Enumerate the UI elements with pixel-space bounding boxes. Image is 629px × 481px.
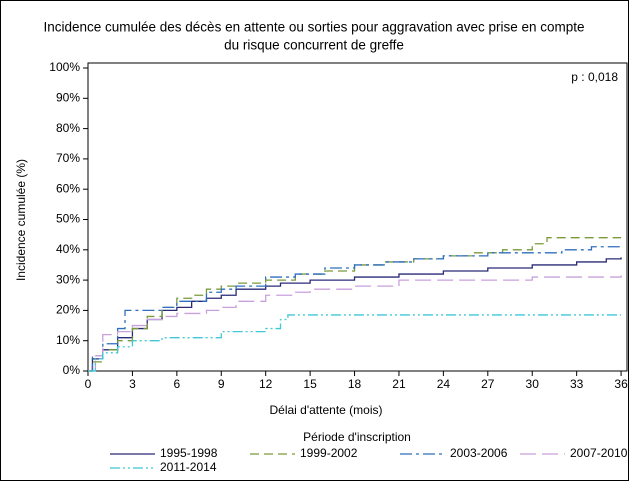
x-tick-label: 18 xyxy=(348,377,362,391)
legend-label: 2003-2006 xyxy=(450,446,508,460)
y-tick-label: 40% xyxy=(56,242,80,256)
legend-label: 2011-2014 xyxy=(160,460,217,474)
x-tick-label: 30 xyxy=(526,377,540,391)
series-line xyxy=(88,257,622,372)
y-tick-label: 50% xyxy=(56,212,80,226)
x-tick-label: 24 xyxy=(437,377,451,391)
y-tick-label: 90% xyxy=(56,90,80,104)
y-axis-label: Incidence cumulée (%) xyxy=(14,159,28,281)
chart-title: Incidence cumulée des décès en attente o… xyxy=(43,20,584,35)
legend-label: 1995-1998 xyxy=(160,446,218,460)
x-tick-label: 9 xyxy=(218,377,225,391)
series-line xyxy=(88,246,622,372)
x-tick-label: 33 xyxy=(570,377,584,391)
x-tick-label: 27 xyxy=(481,377,495,391)
y-tick-label: 30% xyxy=(56,272,80,286)
y-tick-label: 60% xyxy=(56,181,80,195)
x-tick-label: 3 xyxy=(129,377,136,391)
legend-title: Période d'inscription xyxy=(303,430,411,444)
y-tick-label: 10% xyxy=(56,333,80,347)
series-line xyxy=(88,314,622,372)
y-tick-label: 70% xyxy=(56,151,80,165)
legend-label: 2007-2010 xyxy=(570,446,628,460)
y-tick-label: 100% xyxy=(49,60,80,74)
x-tick-label: 12 xyxy=(259,377,273,391)
y-tick-label: 20% xyxy=(56,303,80,317)
plot-area xyxy=(87,62,628,372)
x-tick-label: 0 xyxy=(85,377,92,391)
series-line xyxy=(88,237,622,372)
x-tick-label: 6 xyxy=(174,377,181,391)
x-tick-label: 36 xyxy=(614,377,628,391)
x-tick-label: 15 xyxy=(303,377,317,391)
x-tick-label: 21 xyxy=(392,377,406,391)
y-tick-label: 0% xyxy=(63,363,81,377)
x-axis-label: Délai d'attente (mois) xyxy=(269,403,382,417)
chart-title: du risque concurrent de greffe xyxy=(224,38,404,53)
annotation: p : 0,018 xyxy=(571,70,618,84)
legend-label: 1999-2002 xyxy=(300,446,358,460)
y-tick-label: 80% xyxy=(56,121,80,135)
series-line xyxy=(88,275,622,372)
